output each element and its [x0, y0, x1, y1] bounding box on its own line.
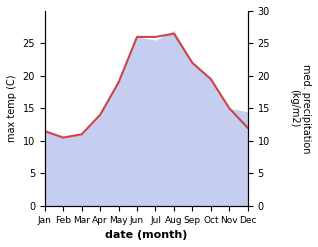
X-axis label: date (month): date (month) — [105, 230, 187, 240]
Y-axis label: med. precipitation
(kg/m2): med. precipitation (kg/m2) — [289, 64, 311, 153]
Y-axis label: max temp (C): max temp (C) — [7, 75, 17, 142]
